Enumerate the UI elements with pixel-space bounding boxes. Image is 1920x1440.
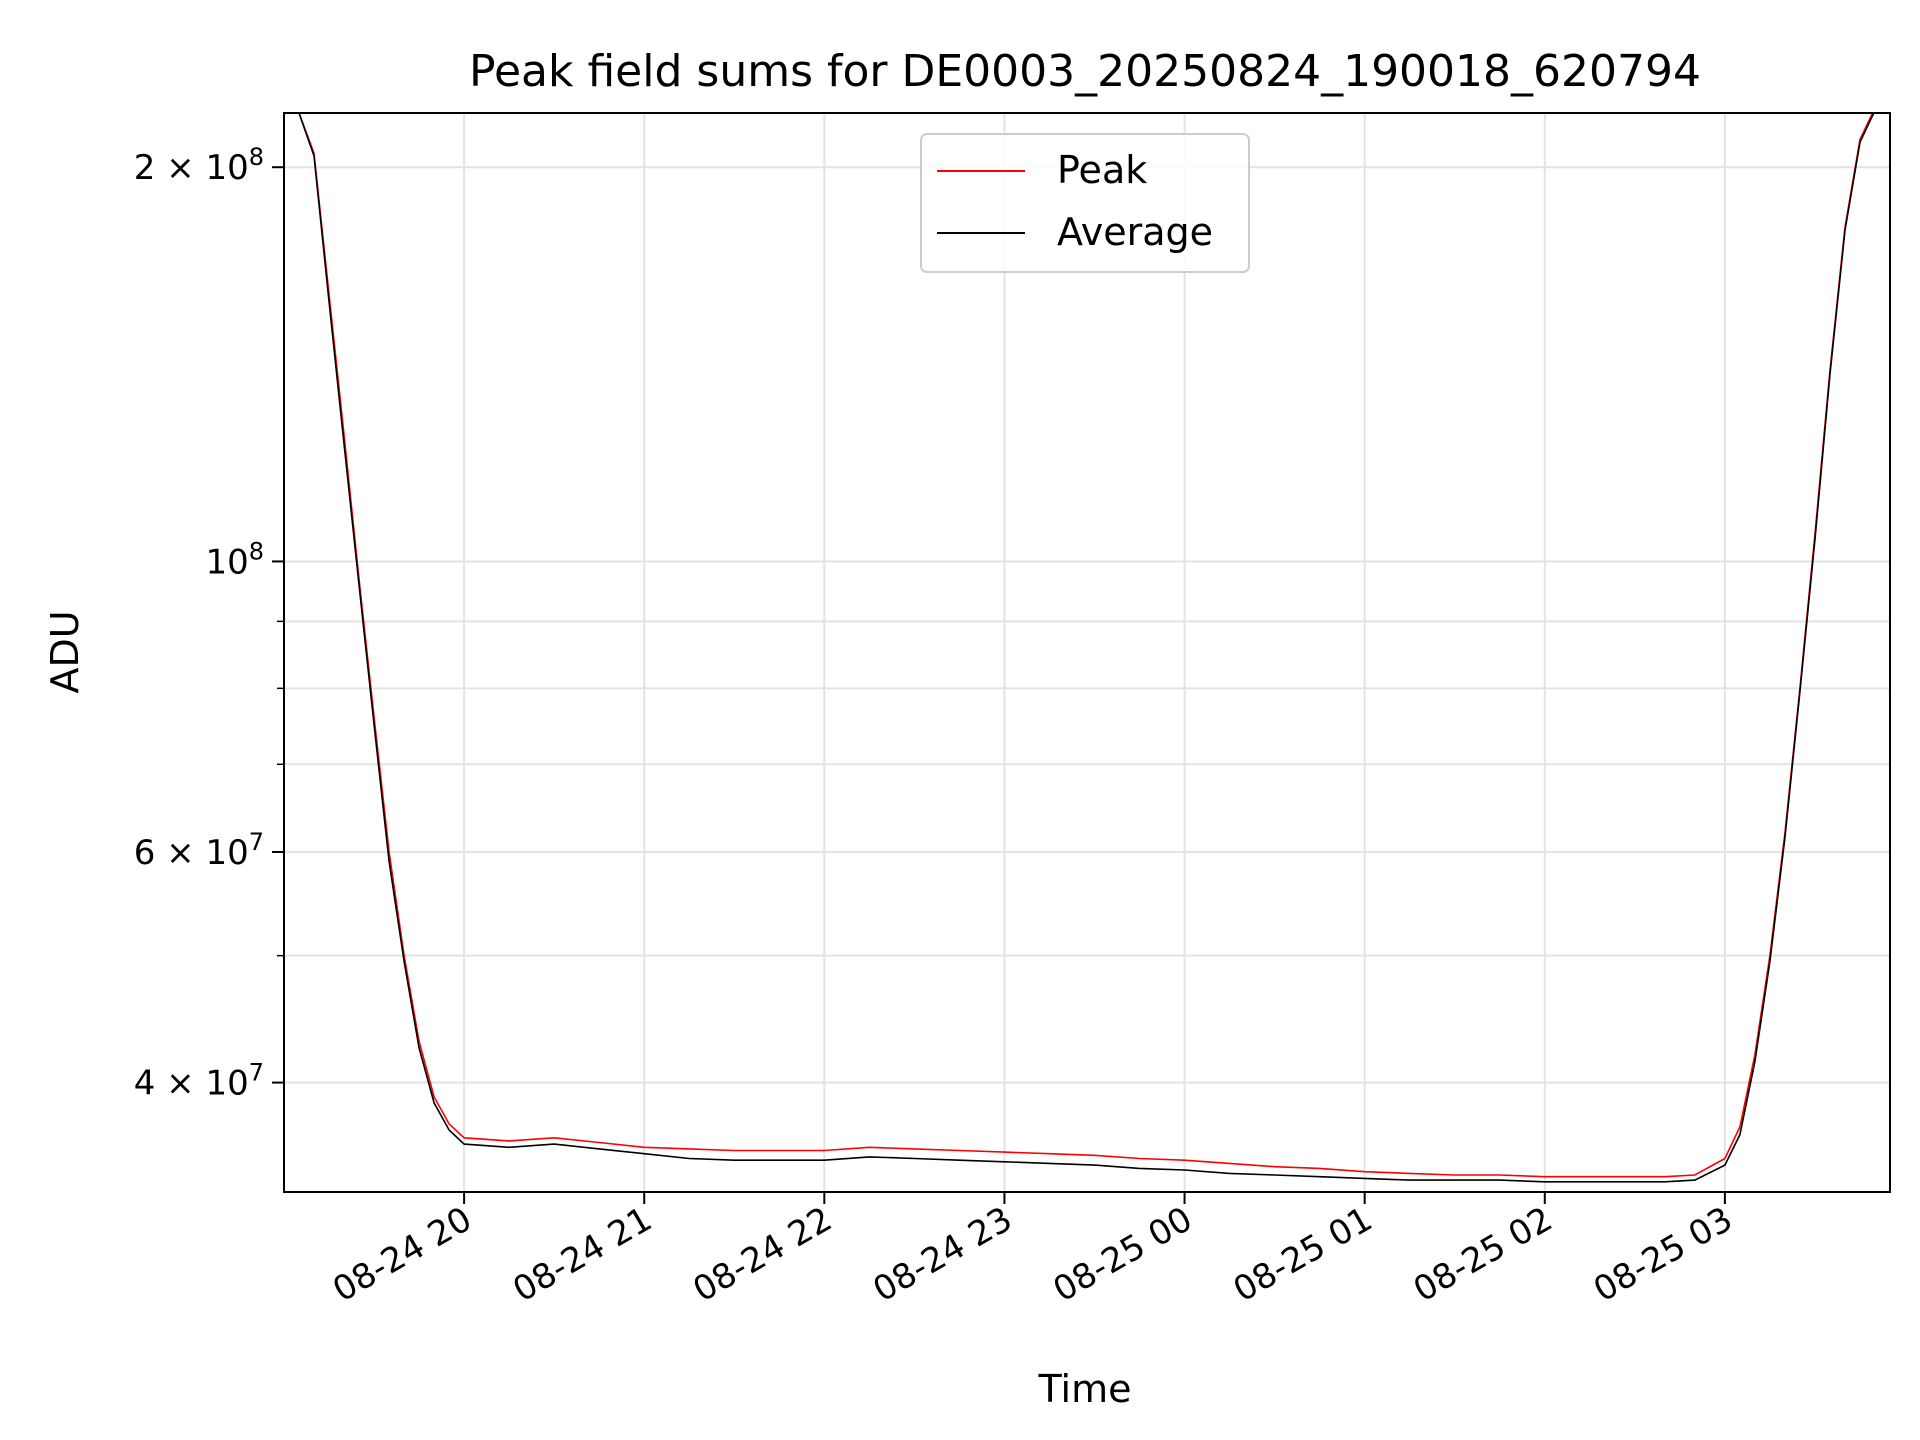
- legend-label-peak: Peak: [1057, 148, 1147, 192]
- series-layer: [298, 113, 1875, 1183]
- legend-label-average: Average: [1057, 210, 1213, 254]
- grid: [284, 113, 1890, 1192]
- plot-frame: [283, 112, 1891, 1193]
- y-tick-label: 4 × 107: [134, 1059, 264, 1104]
- x-axis-label: Time: [1038, 1367, 1132, 1411]
- legend-box: [920, 133, 1250, 273]
- legend: Peak Average: [920, 133, 1250, 273]
- series-line-average: [298, 113, 1875, 1183]
- y-axis-label: ADU: [43, 610, 87, 693]
- y-tick-label: 6 × 107: [134, 828, 264, 873]
- chart-title: Peak field sums for DE0003_20250824_1900…: [469, 46, 1701, 97]
- series-line-peak: [298, 113, 1874, 1178]
- y-tick-label: 2 × 108: [134, 143, 264, 188]
